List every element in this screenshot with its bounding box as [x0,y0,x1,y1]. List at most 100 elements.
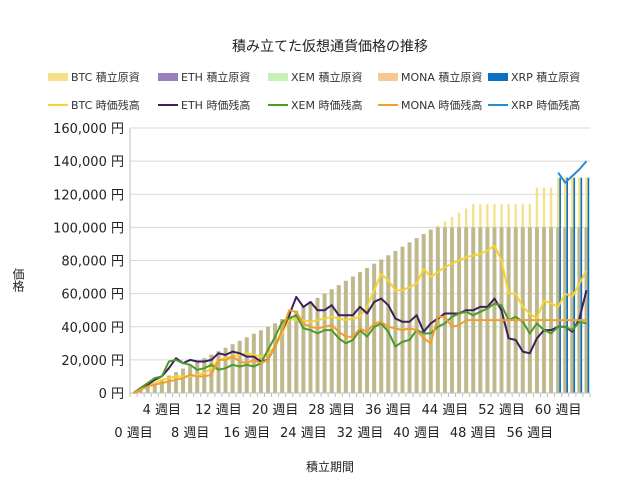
legend-label: XRP 積立原資 [511,71,581,84]
bar-mona-cost [350,276,355,393]
legend-item: BTC 時価残高 [48,97,158,113]
legend-line-swatch [158,104,178,106]
bar-mona-cost [315,297,320,393]
legend-label: BTC 積立原資 [71,71,140,84]
bar-mona-cost [457,227,462,393]
y-tick-label: 160,000 円 [53,122,124,137]
bar-mona-cost [542,227,546,393]
bar-mona-cost [534,227,539,393]
bar-xrp-cost [587,177,590,393]
legend-label: XEM 時価残高 [291,99,363,112]
legend-item: XEM 時価残高 [268,97,378,113]
bar-mona-cost [166,375,171,393]
bar-mona-cost [421,234,426,393]
bar-mona-cost [513,227,518,393]
bar-mona-cost [450,227,454,393]
y-tick-label: 80,000 円 [61,255,124,270]
bar-mona-cost [308,302,313,393]
bar-mona-cost [159,379,164,393]
legend-line-swatch [48,104,68,106]
x-tick-label: 32 週目 [337,426,384,441]
legend-swatch [378,73,398,81]
bar-mona-cost [435,227,440,393]
x-tick-label: 4 週目 [143,403,181,418]
line-eth-value [133,290,588,394]
x-axis-title: 積立期間 [305,460,354,474]
y-axis-title: 価格 [11,268,25,292]
bar-mona-cost [287,314,292,393]
bar-mona-cost [358,272,362,393]
bar-mona-cost [223,347,228,393]
bar-mona-cost [294,310,299,393]
x-tick-label: 44 週目 [422,403,469,418]
bar-mona-cost [251,333,256,393]
line-mona-value [133,309,587,394]
bar-mona-cost [322,293,327,393]
legend-lines: BTC 時価残高 ETH 時価残高 XEM 時価残高 MONA 時価残高 XRP 時価残… [48,97,598,113]
y-tick-label: 0 円 [99,387,124,402]
bar-mona-cost [181,368,186,393]
bar-mona-cost [329,289,334,393]
bar-mona-cost [188,365,193,393]
x-tick-label: 24 週目 [280,426,327,441]
bar-mona-cost [556,227,561,393]
legend-label: MONA 時価残高 [401,99,483,112]
bar-mona-cost [393,251,398,393]
bar-mona-cost [584,227,589,393]
bar-mona-cost [549,227,554,393]
bar-mona-cost [407,242,412,393]
bar-mona-cost [520,227,525,393]
bar-mona-cost [570,227,575,393]
bar-mona-cost [577,227,582,393]
x-tick-label: 56 週目 [507,426,554,441]
bar-mona-cost [386,255,391,393]
bar-mona-cost [485,227,490,393]
legend-item: XRP 時価残高 [488,97,598,113]
legend-label: MONA 積立原資 [401,71,483,84]
bar-mona-cost [400,246,405,393]
line-btc-value [133,244,588,394]
legend-item: MONA 積立原資 [378,69,488,85]
bar-mona-cost [506,227,511,393]
legend-label: XRP 時価残高 [511,99,581,112]
bar-mona-cost [230,344,235,393]
bar-xrp-cost [566,177,568,393]
legend-label: ETH 積立原資 [181,71,251,84]
bar-xrp-cost [573,177,576,393]
legend-item: BTC 積立原資 [48,69,158,85]
x-tick-label: 20 週目 [252,403,299,418]
line-xem-value [132,302,587,394]
bar-mona-cost [379,259,384,393]
x-tick-label: 36 週目 [365,403,412,418]
legend-swatch [488,73,508,81]
x-tick-label: 60 週目 [535,403,582,418]
legend-line-swatch [378,104,398,106]
bar-xrp-cost [580,177,583,393]
bar-mona-cost [442,227,447,393]
bar-mona-cost [492,227,497,393]
x-tick-label: 40 週目 [393,426,440,441]
line-xrp-value [557,160,588,184]
legend-item: XRP 積立原資 [488,69,598,85]
y-tick-label: 100,000 円 [53,221,124,236]
bar-mona-cost [428,229,433,393]
legend-item: ETH 積立原資 [158,69,268,85]
bar-mona-cost [280,319,285,393]
bar-mona-cost [138,389,143,393]
y-tick-label: 40,000 円 [61,321,124,336]
x-tick-label: 16 週目 [223,426,270,441]
x-tick-label: 0 週目 [114,426,152,441]
legend-bars: BTC 積立原資 ETH 積立原資 XEM 積立原資 MONA 積立原資 XRP 積立原… [48,69,598,85]
bar-mona-cost [216,351,221,393]
bar-mona-cost [301,306,306,393]
x-tick-label: 52 週目 [478,403,525,418]
y-tick-label: 140,000 円 [53,155,124,170]
legend-line-swatch [488,104,508,106]
legend-label: ETH 時価残高 [181,99,251,112]
legend-line-swatch [268,104,288,106]
bar-mona-cost [174,372,178,393]
legend-swatch [48,73,68,81]
bar-mona-cost [478,227,483,393]
legend-swatch [268,73,288,81]
